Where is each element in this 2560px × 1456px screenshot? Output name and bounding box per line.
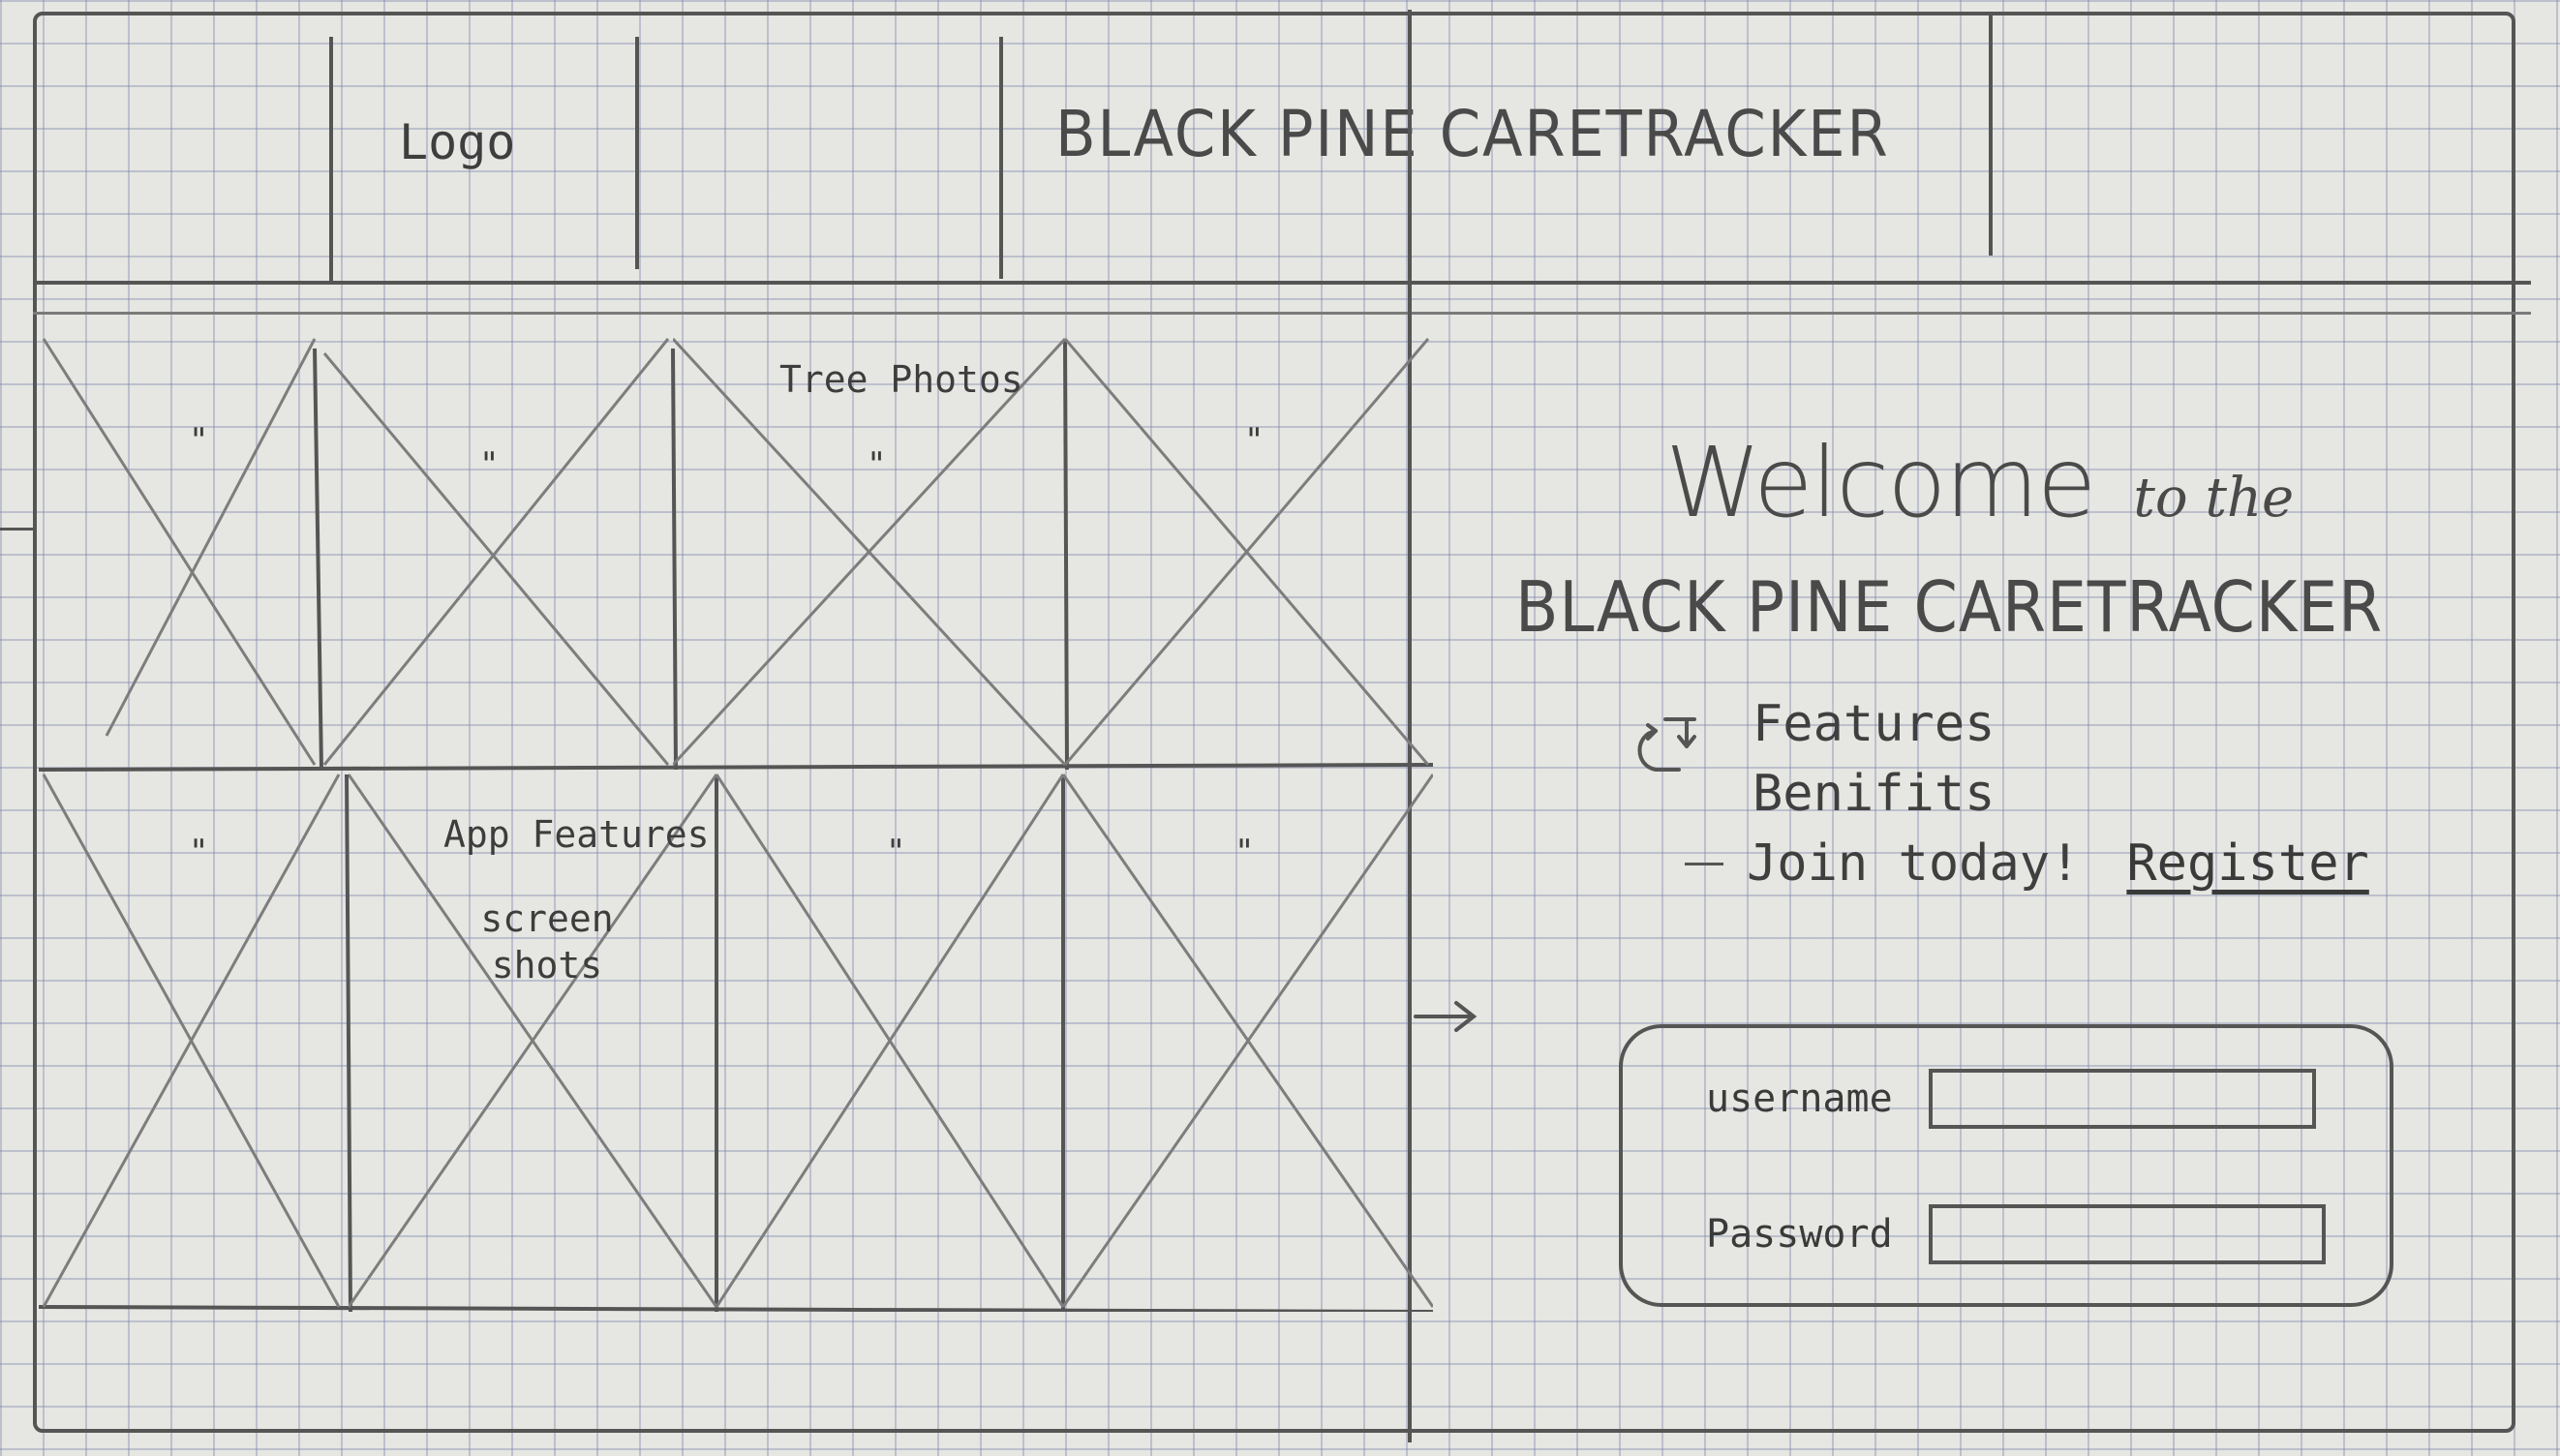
ditto-mark: ": [189, 421, 209, 460]
ditto-mark: ": [1234, 833, 1255, 871]
username-input[interactable]: [1929, 1069, 2316, 1129]
header-divider-secondary: [33, 312, 2531, 315]
cycle-arrows-icon: [1637, 717, 1696, 772]
header-cell-divider: [999, 37, 1003, 279]
login-form: username Password: [1619, 1024, 2393, 1307]
header-cell-divider: [1989, 14, 1993, 256]
gallery-grid: [39, 338, 1433, 1312]
list-item: Join today! Register: [1685, 829, 2369, 898]
ditto-mark: ": [479, 445, 500, 484]
tree-photos-label: Tree Photos: [779, 358, 1023, 401]
right-arrow-icon: [1414, 1001, 1478, 1032]
margin-tick: [0, 528, 33, 531]
screen-shots-label: screen shots: [470, 895, 625, 988]
image-placeholder-icon[interactable]: [39, 770, 349, 1312]
ditto-mark: ": [886, 833, 906, 871]
image-placeholder-icon[interactable]: [716, 770, 1063, 1312]
password-label: Password: [1706, 1212, 1893, 1257]
page-frame: [33, 12, 2515, 1433]
header-cell-divider: [635, 37, 639, 269]
password-row: Password: [1706, 1204, 2326, 1264]
image-placeholder-icon[interactable]: [349, 770, 716, 1312]
image-placeholder-icon[interactable]: [320, 334, 673, 770]
image-placeholder-icon[interactable]: [1063, 770, 1433, 1312]
welcome-to-the: to the: [2133, 467, 2295, 530]
info-list: Features Benifits Join today! Register: [1685, 689, 2369, 898]
header-divider: [33, 281, 2531, 285]
password-input[interactable]: [1929, 1204, 2326, 1264]
list-item: Features: [1685, 689, 2369, 759]
welcome-brand-name: BLACK PINE CARETRACKER: [1515, 566, 2383, 648]
username-row: username: [1706, 1069, 2316, 1129]
logo[interactable]: Logo: [399, 114, 516, 170]
features-item: Features: [1752, 695, 1996, 753]
register-link[interactable]: Register: [2126, 834, 2369, 893]
username-label: username: [1706, 1077, 1893, 1121]
ditto-mark: ": [1244, 421, 1265, 460]
screen-shots-line2: shots: [491, 944, 603, 986]
image-placeholder-icon[interactable]: [39, 334, 320, 770]
header-cell-divider: [329, 37, 333, 281]
welcome-word: Welcome: [1665, 426, 2096, 539]
bullet-dash: [1685, 862, 1723, 865]
screen-shots-line1: screen: [480, 897, 614, 940]
page-split-divider: [1408, 10, 1412, 1442]
welcome-heading: Welcome to the: [1665, 426, 2294, 539]
header-app-title: BLACK PINE CARETRACKER: [1055, 97, 1890, 171]
benefits-item: Benifits: [1752, 765, 1996, 823]
app-features-label: App Features: [443, 813, 710, 856]
list-item: Benifits: [1685, 759, 2369, 829]
join-today-item: Join today!: [1747, 834, 2081, 893]
photo-gallery: Tree Photos App Features screen shots " …: [39, 334, 1433, 1312]
image-placeholder-icon[interactable]: [1065, 334, 1433, 770]
ditto-mark: ": [867, 445, 887, 484]
ditto-mark: ": [189, 833, 209, 871]
image-placeholder-icon[interactable]: [673, 334, 1065, 770]
